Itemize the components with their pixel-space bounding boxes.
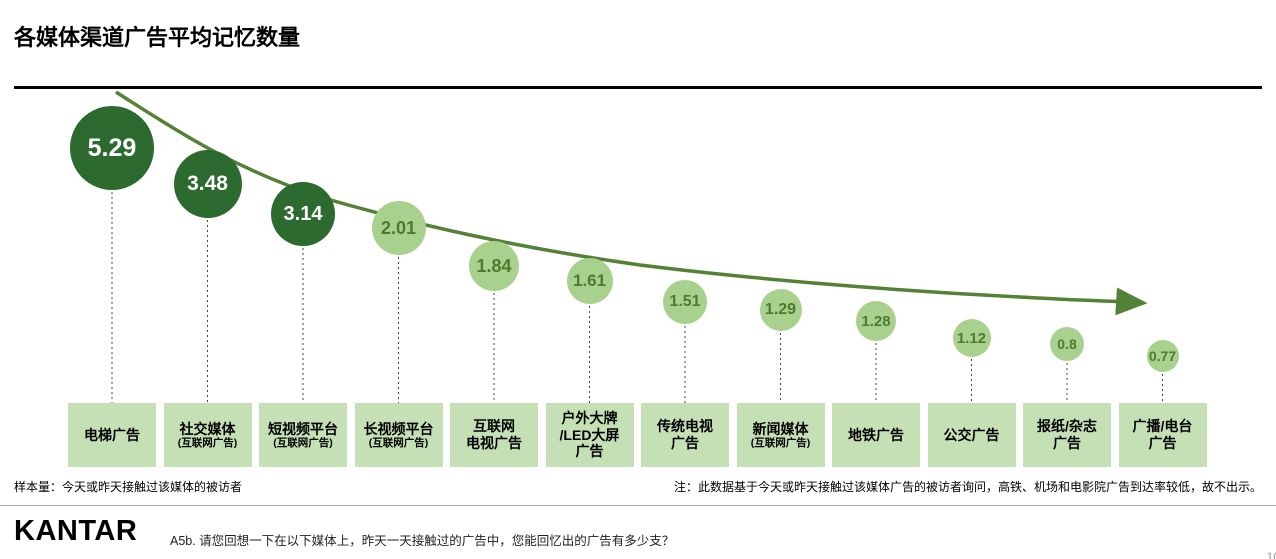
value-bubble-7: 1.51 xyxy=(663,280,707,324)
category-label-line: 电梯广告 xyxy=(84,426,140,443)
category-label-line: 广播/电台 xyxy=(1132,418,1193,435)
category-label-line: 长视频平台 xyxy=(363,420,434,437)
category-label-line: 户外大牌 xyxy=(561,410,618,427)
category-label-10: 公交广告 xyxy=(927,403,1016,467)
category-label-9: 地铁广告 xyxy=(832,403,920,467)
value-bubble-5: 1.84 xyxy=(469,241,519,291)
category-label-line: 互联网 xyxy=(473,418,515,435)
title-divider xyxy=(14,86,1262,89)
page-number: 10 xyxy=(1266,550,1276,559)
value-bubble-1: 5.29 xyxy=(70,106,154,190)
sample-note: 样本量：今天或昨天接触过该媒体的被访者 xyxy=(14,480,243,494)
category-label-line: 公交广告 xyxy=(943,426,1000,443)
category-label-6: 户外大牌/LED大屏 广告 xyxy=(545,403,634,467)
value-bubble-10: 1.12 xyxy=(952,319,991,357)
category-label-line: 广告 xyxy=(1148,435,1177,451)
category-label-line: 新闻媒体 xyxy=(752,420,809,437)
category-sublabel: (互联网广告) xyxy=(750,437,811,450)
category-label-line: 短视频平台 xyxy=(268,420,338,437)
category-label-8: 新闻媒体 (互联网广告) xyxy=(736,403,825,467)
leader-lines xyxy=(111,192,1163,403)
category-label-line: /LED大屏 xyxy=(559,426,620,443)
value-bubble-8: 1.29 xyxy=(759,289,802,331)
kantar-logo: KANTAR xyxy=(14,515,138,547)
value-bubble-2: 3.48 xyxy=(173,150,242,218)
value-bubble-3: 3.14 xyxy=(271,182,335,246)
value-bubble-12: 0.77 xyxy=(1146,340,1179,372)
trend-arrow xyxy=(115,90,1148,316)
value-bubble-11: 0.8 xyxy=(1050,327,1084,361)
category-sublabel: (互联网广告) xyxy=(368,437,429,450)
category-label-line: 传统电视 xyxy=(657,418,713,435)
category-label-line: 广告 xyxy=(1053,435,1081,451)
category-label-line: 电视广告 xyxy=(466,435,522,451)
category-label-12: 广播/电台 广告 xyxy=(1118,403,1207,467)
category-label-1: 电梯广告 xyxy=(68,403,156,467)
category-sublabel: (互联网广告) xyxy=(273,437,333,450)
category-label-line: 广告 xyxy=(671,435,699,451)
category-label-3: 短视频平台 (互联网广告) xyxy=(259,403,347,467)
page-title: 各媒体渠道广告平均记忆数量 xyxy=(14,25,301,50)
category-sublabel: (互联网广告) xyxy=(177,437,238,450)
value-bubble-4: 2.01 xyxy=(371,201,426,255)
survey-question: A5b. 请您回想一下在以下媒体上，昨天一天接触过的广告中，您能回忆出的广告有多… xyxy=(170,534,675,548)
category-label-line: 广告 xyxy=(575,443,604,460)
value-bubble-9: 1.28 xyxy=(856,301,896,341)
category-label-line: 社交媒体 xyxy=(179,420,236,437)
value-bubble-6: 1.61 xyxy=(566,258,613,304)
category-label-7: 传统电视 广告 xyxy=(641,403,729,467)
category-label-4: 长视频平台 (互联网广告) xyxy=(354,403,443,467)
category-label-11: 报纸/杂志 广告 xyxy=(1023,403,1111,467)
footer-divider xyxy=(0,505,1276,506)
category-label-2: 社交媒体 (互联网广告) xyxy=(163,403,252,467)
category-label-line: 报纸/杂志 xyxy=(1037,418,1097,435)
data-note: 注：此数据基于今天或昨天接触过该媒体广告的被访者询问，高铁、机场和电影院广告到达… xyxy=(673,480,1262,494)
category-label-line: 地铁广告 xyxy=(848,426,904,443)
category-label-5: 互联网 电视广告 xyxy=(450,403,538,467)
